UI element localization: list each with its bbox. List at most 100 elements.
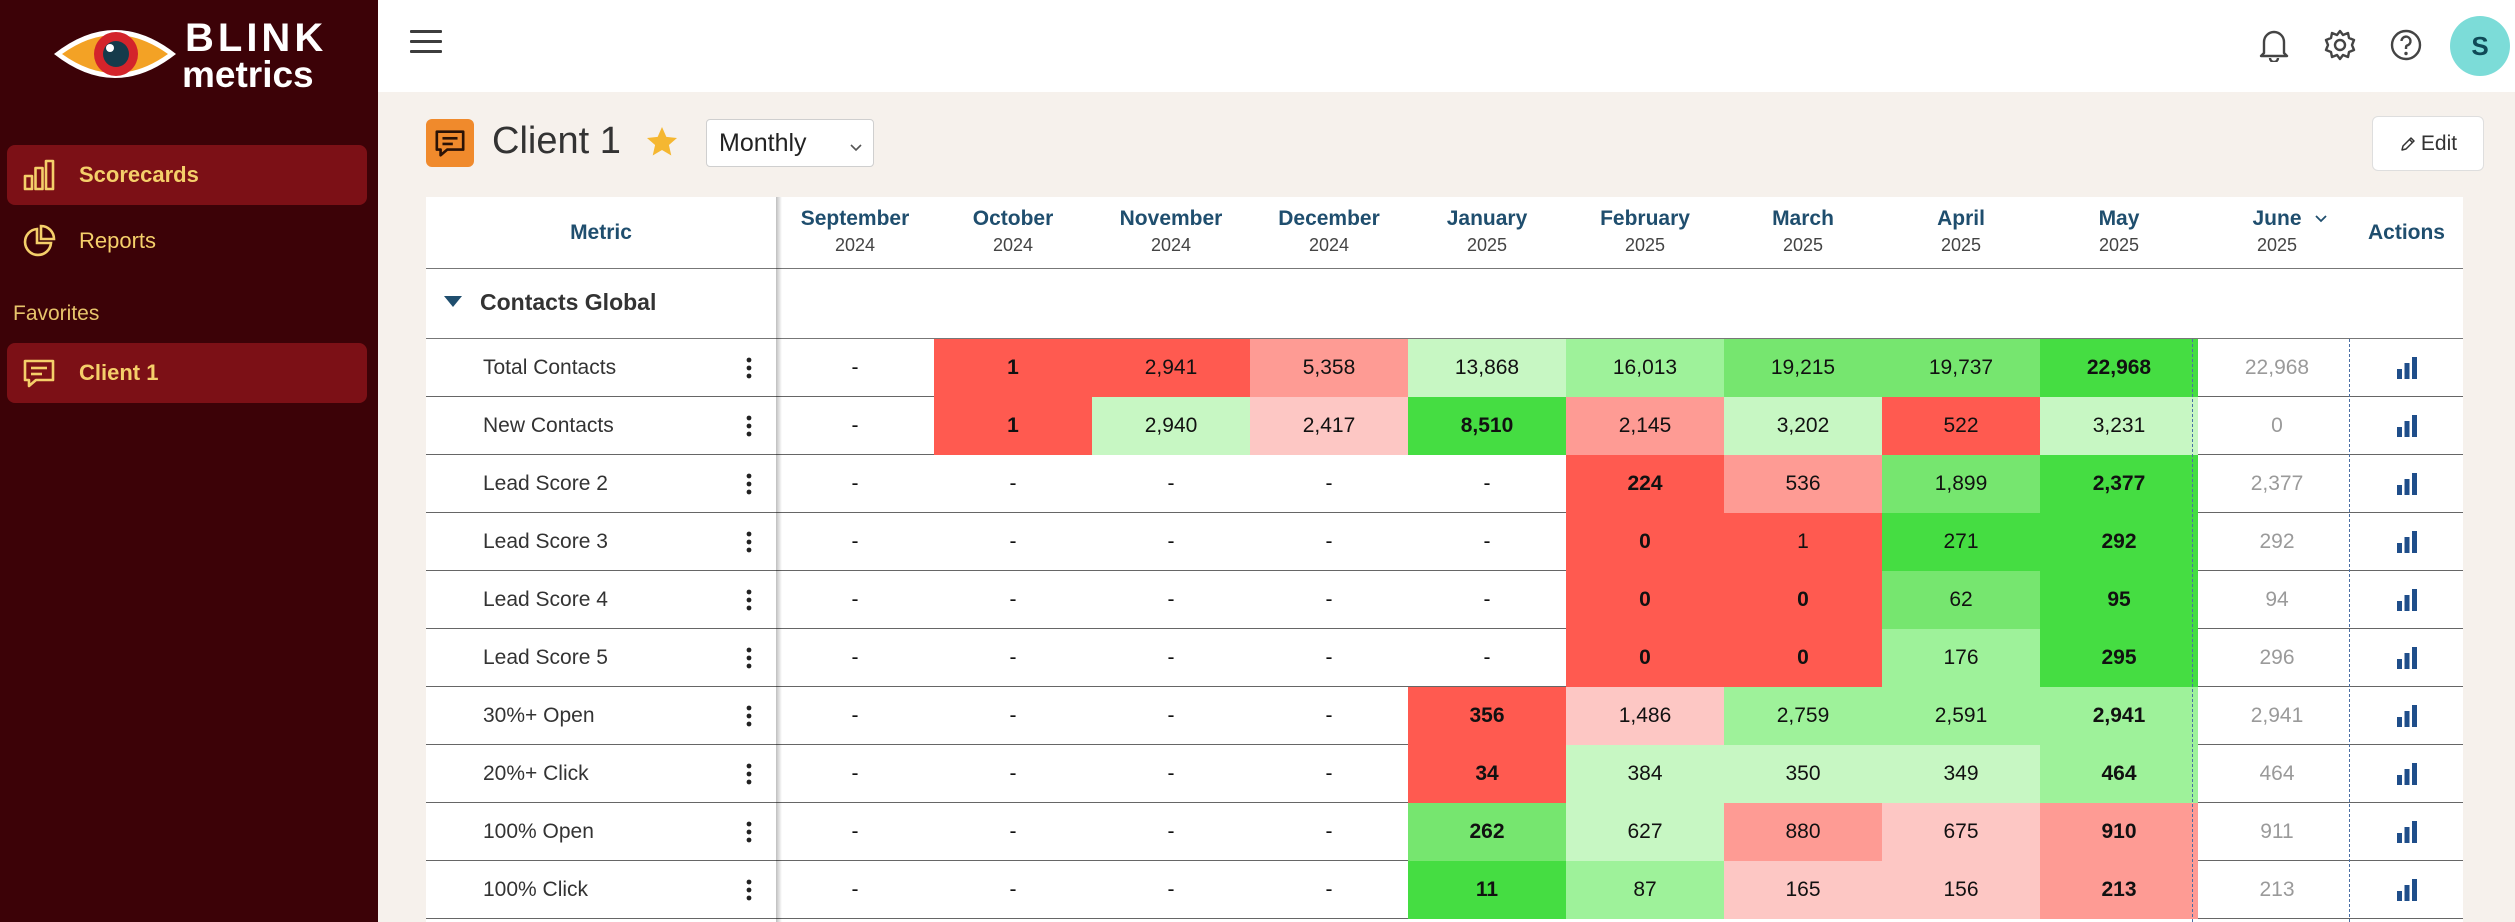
table-row: 100% Click - - - -11 87 165 156 213 213 bbox=[426, 861, 2463, 919]
more-vertical-icon[interactable] bbox=[744, 529, 754, 555]
favorite-item-client-1[interactable]: Client 1 bbox=[7, 343, 367, 403]
row-chart-action[interactable] bbox=[2350, 513, 2463, 571]
month-name: May bbox=[2098, 207, 2140, 230]
month-column-header: April 2025 bbox=[1882, 197, 2040, 269]
more-vertical-icon[interactable] bbox=[744, 413, 754, 439]
favorite-star-icon[interactable] bbox=[644, 124, 680, 165]
value-cell: - bbox=[851, 646, 859, 669]
value-cell: - bbox=[851, 530, 859, 553]
metric-label-cell: Lead Score 5 bbox=[426, 629, 776, 687]
value-cell: - bbox=[1167, 646, 1175, 669]
group-row[interactable]: Contacts Global bbox=[426, 269, 2463, 339]
month-column-header: January 2025 bbox=[1408, 197, 1566, 269]
more-vertical-icon[interactable] bbox=[744, 761, 754, 787]
value-cell: 2,591 bbox=[1882, 687, 2040, 745]
bar-chart-icon bbox=[2396, 705, 2417, 727]
row-chart-action[interactable] bbox=[2350, 571, 2463, 629]
gear-icon[interactable] bbox=[2321, 26, 2359, 64]
month-column-header: November 2024 bbox=[1092, 197, 1250, 269]
value-cell: 0 bbox=[1724, 629, 1882, 687]
value-cell: 2,417 bbox=[1250, 397, 1408, 455]
month-year: 2025 bbox=[1624, 235, 1666, 255]
value-cell: 880 bbox=[1724, 803, 1882, 861]
blink-metrics-logo[interactable]: BLINK metrics bbox=[50, 14, 323, 95]
value-cell: - bbox=[1167, 472, 1175, 495]
sidebar-item-scorecards[interactable]: Scorecards bbox=[7, 145, 367, 205]
help-icon[interactable] bbox=[2387, 26, 2425, 64]
bar-chart-icon bbox=[2396, 821, 2417, 843]
value-cell: - bbox=[1325, 762, 1333, 785]
avatar[interactable]: S bbox=[2450, 16, 2510, 76]
value-cell: 87 bbox=[1566, 861, 1724, 919]
metric-name: 20%+ Click bbox=[483, 762, 589, 785]
value-cell: - bbox=[1483, 530, 1491, 553]
month-name: June bbox=[2252, 207, 2302, 230]
value-cell: - bbox=[1009, 704, 1017, 727]
value-cell: 224 bbox=[1566, 455, 1724, 513]
value-cell: - bbox=[1167, 762, 1175, 785]
bell-icon[interactable] bbox=[2255, 26, 2293, 64]
more-vertical-icon[interactable] bbox=[744, 587, 754, 613]
value-cell: 271 bbox=[1882, 513, 2040, 571]
row-chart-action[interactable] bbox=[2350, 397, 2463, 455]
more-vertical-icon[interactable] bbox=[744, 819, 754, 845]
row-chart-action[interactable] bbox=[2350, 687, 2463, 745]
menu-icon[interactable] bbox=[410, 30, 442, 56]
month-name: November bbox=[1119, 207, 1223, 230]
value-cell: 62 bbox=[1882, 571, 2040, 629]
row-chart-action[interactable] bbox=[2350, 455, 2463, 513]
metric-column-header: Metric bbox=[426, 197, 776, 269]
row-chart-action[interactable] bbox=[2350, 745, 2463, 803]
metric-label-cell: 100% Click bbox=[426, 861, 776, 919]
metric-name: 30%+ Open bbox=[483, 704, 595, 727]
value-cell: 3,231 bbox=[2040, 397, 2198, 455]
metric-label-cell: 30%+ Open bbox=[426, 687, 776, 745]
more-vertical-icon[interactable] bbox=[744, 703, 754, 729]
row-chart-action[interactable] bbox=[2350, 861, 2463, 919]
month-column-header[interactable]: June 2025 bbox=[2198, 197, 2356, 269]
value-cell: 2,940 bbox=[1092, 397, 1250, 455]
metric-name: Lead Score 3 bbox=[483, 530, 608, 553]
value-cell: - bbox=[1325, 704, 1333, 727]
more-vertical-icon[interactable] bbox=[744, 645, 754, 671]
table-row: 100% Open - - - - 262 627 880 675 910 911 bbox=[426, 803, 2463, 861]
value-cell: 296 bbox=[2259, 646, 2295, 669]
value-cell: 292 bbox=[2040, 513, 2198, 571]
value-cell: 176 bbox=[1882, 629, 2040, 687]
value-cell: 0 bbox=[1566, 513, 1724, 571]
row-chart-action[interactable] bbox=[2350, 339, 2463, 397]
value-cell: - bbox=[1325, 820, 1333, 843]
client-chat-icon bbox=[426, 119, 474, 167]
period-select[interactable]: Monthly bbox=[706, 119, 874, 167]
value-cell: 213 bbox=[2259, 878, 2295, 901]
value-cell: - bbox=[1483, 472, 1491, 495]
brand-line-2: metrics bbox=[182, 54, 314, 95]
brand-line-1: BLINK bbox=[185, 16, 328, 60]
month-year: 2024 bbox=[992, 235, 1034, 255]
metric-label-cell: Lead Score 2 bbox=[426, 455, 776, 513]
metric-name: 100% Open bbox=[483, 820, 594, 843]
bar-chart-icon bbox=[19, 155, 59, 195]
metric-label-cell: 20%+ Click bbox=[426, 745, 776, 803]
sidebar-item-reports[interactable]: Reports bbox=[7, 211, 367, 271]
value-cell: 292 bbox=[2259, 530, 2295, 553]
month-year: 2025 bbox=[1782, 235, 1824, 255]
month-column-header: March 2025 bbox=[1724, 197, 1882, 269]
value-cell: 1 bbox=[934, 397, 1092, 455]
value-cell: - bbox=[1167, 820, 1175, 843]
more-vertical-icon[interactable] bbox=[744, 471, 754, 497]
bar-chart-icon bbox=[2396, 647, 2417, 669]
value-cell: - bbox=[1009, 646, 1017, 669]
value-cell: - bbox=[1009, 472, 1017, 495]
more-vertical-icon[interactable] bbox=[744, 877, 754, 903]
value-cell: 1 bbox=[1724, 513, 1882, 571]
month-column-header: September 2024 bbox=[776, 197, 934, 269]
value-cell: - bbox=[851, 356, 859, 379]
table-row: 20%+ Click - - - -34 384 350 349 464 464 bbox=[426, 745, 2463, 803]
value-cell: - bbox=[1325, 530, 1333, 553]
more-vertical-icon[interactable] bbox=[744, 355, 754, 381]
edit-button[interactable]: Edit bbox=[2372, 116, 2484, 171]
row-chart-action[interactable] bbox=[2350, 803, 2463, 861]
caret-down-icon[interactable] bbox=[442, 293, 464, 314]
row-chart-action[interactable] bbox=[2350, 629, 2463, 687]
